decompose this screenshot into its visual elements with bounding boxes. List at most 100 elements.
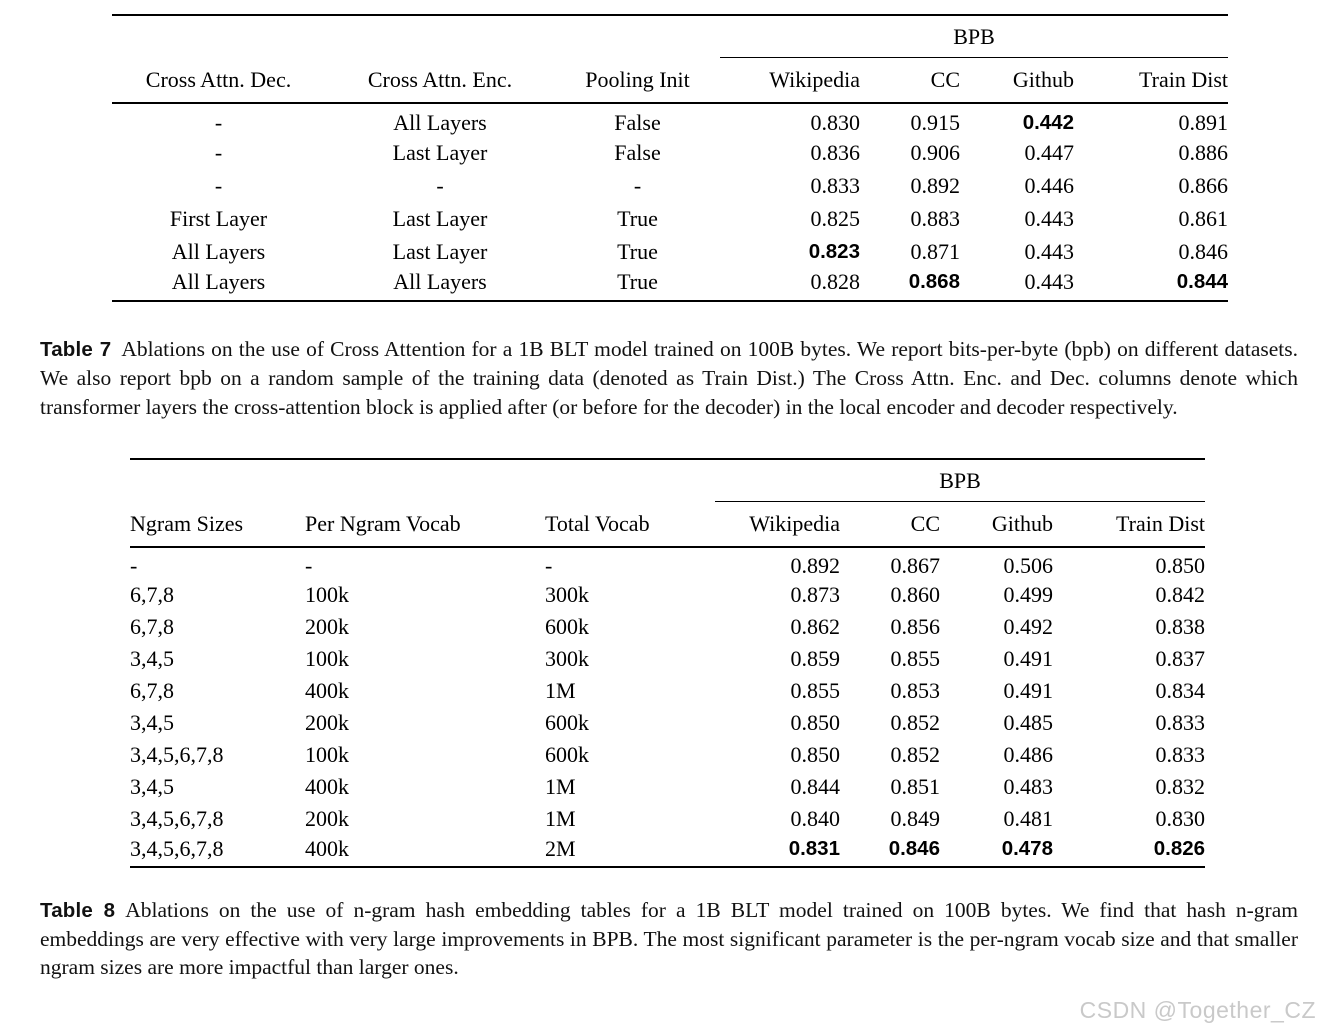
table-cell: 0.506 (1003, 553, 1054, 578)
table-cell: 0.883 (910, 205, 961, 231)
page: BPB Cross Attn. Dec. Cross Attn. Enc. Pooli… (40, 14, 1298, 979)
table-cell: 0.915 (910, 109, 961, 135)
table-cell: 0.850 (790, 710, 841, 735)
table-cell: True (617, 269, 658, 294)
table-cell: 0.491 (1003, 646, 1054, 671)
column-header: Train Dist (1074, 57, 1229, 104)
table-cell: 0.486 (1003, 742, 1054, 767)
table-cell: False (614, 139, 661, 165)
table-cell: 0.886 (1178, 139, 1229, 165)
table-cell: 0.831 (788, 836, 840, 860)
table-cell: 1M (545, 678, 576, 703)
table-cell: 0.823 (808, 239, 860, 263)
table8-caption-text: Ablations on the use of n-gram hash embe… (40, 898, 1298, 979)
table-cell: 3,4,5,6,7,8 (130, 835, 224, 861)
table-cell: All Layers (171, 269, 266, 294)
table-cell: 0.443 (1024, 238, 1075, 264)
table-row: 3,4,5,6,7,8 400k 2M 0.831 0.846 0.478 0.826 (130, 835, 1205, 867)
table-row: 6,7,8 200k 600k 0.862 0.856 0.492 0.838 (130, 611, 1205, 643)
table-cell: False (614, 109, 661, 135)
column-header: CC (840, 501, 940, 548)
table-cell: 100k (305, 742, 349, 767)
table-cell: - (214, 139, 223, 165)
table-cell: 0.840 (790, 806, 841, 831)
table-cell: 0.485 (1003, 710, 1054, 735)
table-cell: 100k (305, 646, 349, 671)
table-cell: 6,7,8 (130, 678, 174, 703)
table-cell: 0.443 (1024, 269, 1075, 294)
table-cell: 200k (305, 806, 349, 831)
table-row: First Layer Last Layer True 0.825 0.883 0.443… (112, 202, 1228, 235)
table-cell: 0.849 (890, 806, 941, 831)
table-cell: 0.830 (810, 109, 861, 135)
table-cell: - (214, 109, 223, 135)
table-cell: 600k (545, 742, 589, 767)
table-cell: - (633, 172, 642, 198)
table-cell: 0.871 (910, 238, 961, 264)
column-header: Total Vocab (545, 501, 715, 548)
column-header: Per Ngram Vocab (305, 501, 545, 548)
table-cell: 400k (305, 678, 349, 703)
table-cell: 0.892 (910, 172, 961, 198)
table-cell: 0.855 (890, 646, 941, 671)
table-cell: 0.499 (1003, 582, 1054, 607)
table-cell: 0.844 (1176, 270, 1229, 293)
table-row: All Layers All Layers True 0.828 0.868 0.443 0… (112, 268, 1228, 301)
table-cell: First Layer (169, 205, 268, 231)
table-cell: 0.828 (810, 269, 861, 294)
table-cell: 0.492 (1003, 614, 1054, 639)
table-cell: 0.846 (888, 836, 940, 860)
table-cell: 0.478 (1001, 836, 1053, 860)
table-cell: - (130, 553, 138, 578)
table-cell: 600k (545, 710, 589, 735)
table-cell: 0.891 (1178, 109, 1229, 135)
table-cell: 0.833 (1155, 742, 1206, 767)
table-row: - - - 0.892 0.867 0.506 0.850 (130, 547, 1205, 579)
table-cell: 3,4,5 (130, 710, 174, 735)
table-cell: 200k (305, 614, 349, 639)
column-header: Github (940, 501, 1053, 548)
table-row: 3,4,5,6,7,8 100k 600k 0.850 0.852 0.486 0.833 (130, 739, 1205, 771)
table-cell: 0.853 (890, 678, 941, 703)
table-cell: 6,7,8 (130, 614, 174, 639)
table-cell: True (617, 205, 658, 231)
table-row: All Layers Last Layer True 0.823 0.871 0.443 0… (112, 235, 1228, 268)
table7-caption: Table 7 Ablations on the use of Cross Att… (40, 335, 1298, 422)
table-cell: 400k (305, 774, 349, 799)
header-spacer (130, 459, 715, 501)
table8-caption-label: Table 8 (40, 899, 116, 922)
table-cell: 0.825 (810, 205, 861, 231)
table-cell: All Layers (393, 109, 487, 135)
table-cell: 0.850 (790, 742, 841, 767)
table-cell: 0.867 (890, 553, 941, 578)
table-cell: 0.851 (890, 774, 941, 799)
table-row: 6,7,8 100k 300k 0.873 0.860 0.499 0.842 (130, 579, 1205, 611)
column-header: Cross Attn. Enc. (325, 57, 555, 104)
table-cell: True (617, 238, 658, 264)
table-cell: 300k (545, 582, 589, 607)
table-cell: 0.866 (1178, 172, 1229, 198)
table-cell: 3,4,5 (130, 646, 174, 671)
table-cell: 0.859 (790, 646, 841, 671)
table-cell: Last Layer (392, 205, 488, 231)
table-cell: 0.442 (1022, 110, 1074, 134)
table-row: - All Layers False 0.830 0.915 0.442 0.891 (112, 103, 1228, 136)
table7-caption-text: Ablations on the use of Cross Attention … (40, 337, 1298, 419)
table-cell: 0.856 (890, 614, 941, 639)
table-cell: - (436, 172, 444, 198)
table-cell: 0.481 (1003, 806, 1054, 831)
table-cell: 0.868 (908, 270, 960, 293)
column-header: Pooling Init (555, 57, 720, 104)
table-cell: 0.491 (1003, 678, 1054, 703)
column-header: Wikipedia (715, 501, 840, 548)
table-cell: 0.837 (1155, 646, 1206, 671)
table-cell: 0.852 (890, 742, 941, 767)
table-cell: 400k (305, 835, 349, 861)
ngram-hash-embedding-ablation-table: BPB Ngram Sizes Per Ngram Vocab Total Vocab… (130, 458, 1206, 868)
table-cell: 0.844 (790, 774, 841, 799)
table-cell: 0.862 (790, 614, 841, 639)
table-cell: 1M (545, 774, 576, 799)
table-cell: - (545, 553, 553, 578)
table-cell: 3,4,5 (130, 774, 174, 799)
table7-caption-label: Table 7 (40, 338, 112, 361)
